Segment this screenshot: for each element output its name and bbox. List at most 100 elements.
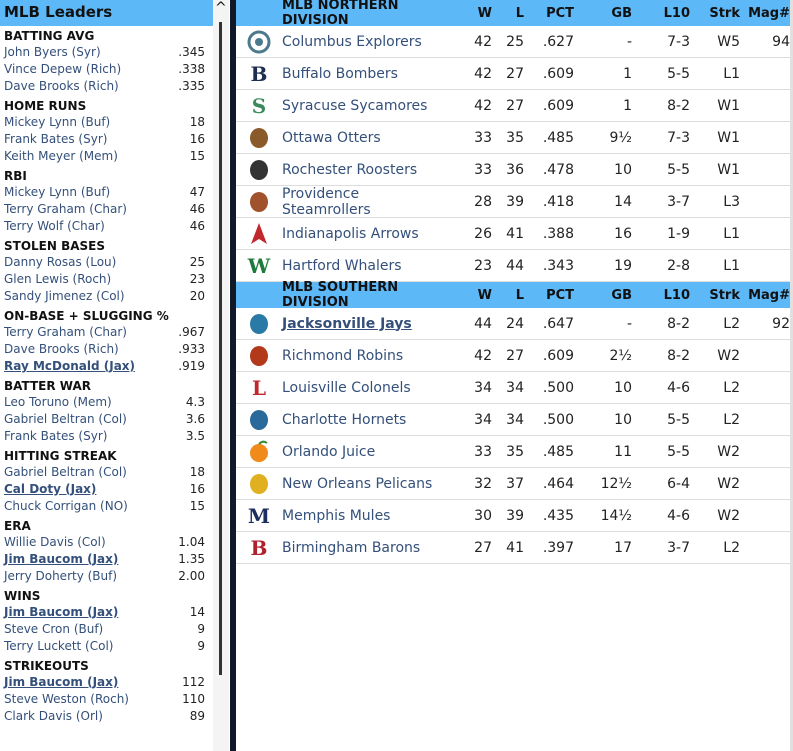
team-name[interactable]: Columbus Explorers <box>282 33 422 50</box>
team-row[interactable]: Orlando Juice 33 35 .485 11 5-5 W2 <box>236 436 790 468</box>
column-header-l10[interactable]: L10 <box>663 287 690 303</box>
leader-row[interactable]: Frank Bates (Syr) 3.5 <box>0 429 213 446</box>
column-header-strk[interactable]: Strk <box>709 287 740 303</box>
team-name[interactable]: Richmond Robins <box>282 347 404 364</box>
team-row[interactable]: S Syracuse Sycamores 42 27 .609 1 8-2 W1 <box>236 90 790 122</box>
leader-row[interactable]: Gabriel Beltran (Col) 3.6 <box>0 412 213 429</box>
leader-row[interactable]: Jerry Doherty (Buf) 2.00 <box>0 569 213 586</box>
leader-row[interactable]: Danny Rosas (Lou) 25 <box>0 255 213 272</box>
leader-player[interactable]: Dave Brooks (Rich) <box>4 342 119 356</box>
column-header-gb[interactable]: GB <box>611 5 632 21</box>
team-name[interactable]: Syracuse Sycamores <box>282 97 428 114</box>
leader-player[interactable]: Cal Doty (Jax) <box>4 482 97 496</box>
leader-player[interactable]: Jim Baucom (Jax) <box>4 552 119 566</box>
leader-player[interactable]: Terry Graham (Char) <box>4 325 127 339</box>
team-row[interactable]: L Louisville Colonels 34 34 .500 10 4-6 L2 <box>236 372 790 404</box>
column-header-w[interactable]: W <box>477 5 492 21</box>
leader-player[interactable]: Mickey Lynn (Buf) <box>4 115 111 129</box>
leader-row[interactable]: Frank Bates (Syr) 16 <box>0 132 213 149</box>
team-row[interactable]: B Buffalo Bombers 42 27 .609 1 5-5 L1 <box>236 58 790 90</box>
leader-row[interactable]: Ray McDonald (Jax) .919 <box>0 359 213 376</box>
team-row[interactable]: B Birmingham Barons 27 41 .397 17 3-7 L2 <box>236 532 790 564</box>
leader-row[interactable]: Steve Cron (Buf) 9 <box>0 622 213 639</box>
column-header-pct[interactable]: PCT <box>546 287 574 303</box>
leader-row[interactable]: Terry Luckett (Col) 9 <box>0 639 213 656</box>
team-name[interactable]: Charlotte Hornets <box>282 411 407 428</box>
leader-row[interactable]: Jim Baucom (Jax) 112 <box>0 675 213 692</box>
column-header-strk[interactable]: Strk <box>709 5 740 21</box>
column-header-mag[interactable]: Mag# <box>748 5 790 21</box>
scroll-up-icon[interactable]: ^ <box>215 0 227 16</box>
column-header-w[interactable]: W <box>477 287 492 303</box>
leader-player[interactable]: Terry Graham (Char) <box>4 202 127 216</box>
leader-player[interactable]: Gabriel Beltran (Col) <box>4 412 127 426</box>
leader-row[interactable]: John Byers (Syr) .345 <box>0 45 213 62</box>
team-row[interactable]: New Orleans Pelicans 32 37 .464 12½ 6-4 W2 <box>236 468 790 500</box>
scroll-thumb[interactable] <box>219 22 222 675</box>
leader-row[interactable]: Clark Davis (Orl) 89 <box>0 709 213 726</box>
leader-row[interactable]: Dave Brooks (Rich) .335 <box>0 79 213 96</box>
leaders-scrollbar[interactable]: ^ <box>213 0 229 751</box>
leader-row[interactable]: Dave Brooks (Rich) .933 <box>0 342 213 359</box>
team-row[interactable]: Providence Steamrollers 28 39 .418 14 3-7 L3 <box>236 186 790 218</box>
leader-row[interactable]: Cal Doty (Jax) 16 <box>0 482 213 499</box>
team-row[interactable]: Jacksonville Jays 44 24 .647 - 8-2 L2 92 <box>236 308 790 340</box>
leader-player[interactable]: John Byers (Syr) <box>4 45 101 59</box>
leader-player[interactable]: Danny Rosas (Lou) <box>4 255 117 269</box>
leader-player[interactable]: Terry Wolf (Char) <box>4 219 105 233</box>
leader-player[interactable]: Jim Baucom (Jax) <box>4 675 119 689</box>
team-name[interactable]: Providence Steamrollers <box>282 185 371 218</box>
column-header-l[interactable]: L <box>515 5 524 21</box>
leader-player[interactable]: Steve Cron (Buf) <box>4 622 104 636</box>
leader-player[interactable]: Terry Luckett (Col) <box>4 639 114 653</box>
leader-player[interactable]: Ray McDonald (Jax) <box>4 359 136 373</box>
team-row[interactable]: Rochester Roosters 33 36 .478 10 5-5 W1 <box>236 154 790 186</box>
leader-row[interactable]: Mickey Lynn (Buf) 18 <box>0 115 213 132</box>
team-name[interactable]: Rochester Roosters <box>282 161 418 178</box>
leader-row[interactable]: Jim Baucom (Jax) 14 <box>0 605 213 622</box>
team-name[interactable]: Memphis Mules <box>282 507 391 524</box>
leader-player[interactable]: Willie Davis (Col) <box>4 535 106 549</box>
team-name[interactable]: Hartford Whalers <box>282 257 402 274</box>
team-row[interactable]: Columbus Explorers 42 25 .627 - 7-3 W5 94 <box>236 26 790 58</box>
team-row[interactable]: W Hartford Whalers 23 44 .343 19 2-8 L1 <box>236 250 790 282</box>
leader-row[interactable]: Keith Meyer (Mem) 15 <box>0 149 213 166</box>
leader-row[interactable]: Terry Graham (Char) .967 <box>0 325 213 342</box>
leader-row[interactable]: Gabriel Beltran (Col) 18 <box>0 465 213 482</box>
team-name[interactable]: Louisville Colonels <box>282 379 411 396</box>
leader-player[interactable]: Sandy Jimenez (Col) <box>4 289 125 303</box>
leader-row[interactable]: Glen Lewis (Roch) 23 <box>0 272 213 289</box>
leader-player[interactable]: Mickey Lynn (Buf) <box>4 185 111 199</box>
leader-player[interactable]: Vince Depew (Rich) <box>4 62 122 76</box>
leader-row[interactable]: Vince Depew (Rich) .338 <box>0 62 213 79</box>
leader-player[interactable]: Frank Bates (Syr) <box>4 429 108 443</box>
leader-row[interactable]: Steve Weston (Roch) 110 <box>0 692 213 709</box>
leader-row[interactable]: Leo Toruno (Mem) 4.3 <box>0 395 213 412</box>
team-name[interactable]: Ottawa Otters <box>282 129 381 146</box>
team-name[interactable]: Birmingham Barons <box>282 539 421 556</box>
team-name[interactable]: New Orleans Pelicans <box>282 475 433 492</box>
leader-row[interactable]: Chuck Corrigan (NO) 15 <box>0 499 213 516</box>
leader-player[interactable]: Frank Bates (Syr) <box>4 132 108 146</box>
column-header-l10[interactable]: L10 <box>663 5 690 21</box>
team-row[interactable]: M Memphis Mules 30 39 .435 14½ 4-6 W2 <box>236 500 790 532</box>
team-name[interactable]: Buffalo Bombers <box>282 65 398 82</box>
leader-row[interactable]: Terry Graham (Char) 46 <box>0 202 213 219</box>
team-row[interactable]: Indianapolis Arrows 26 41 .388 16 1-9 L1 <box>236 218 790 250</box>
leader-player[interactable]: Clark Davis (Orl) <box>4 709 103 723</box>
leader-row[interactable]: Willie Davis (Col) 1.04 <box>0 535 213 552</box>
column-header-pct[interactable]: PCT <box>546 5 574 21</box>
leader-player[interactable]: Keith Meyer (Mem) <box>4 149 118 163</box>
leader-player[interactable]: Jerry Doherty (Buf) <box>4 569 118 583</box>
leader-row[interactable]: Sandy Jimenez (Col) 20 <box>0 289 213 306</box>
leader-player[interactable]: Gabriel Beltran (Col) <box>4 465 127 479</box>
column-header-l[interactable]: L <box>515 287 524 303</box>
column-header-gb[interactable]: GB <box>611 287 632 303</box>
team-name[interactable]: Orlando Juice <box>282 443 376 460</box>
leader-row[interactable]: Jim Baucom (Jax) 1.35 <box>0 552 213 569</box>
team-name[interactable]: Jacksonville Jays <box>282 315 412 332</box>
team-row[interactable]: Charlotte Hornets 34 34 .500 10 5-5 L2 <box>236 404 790 436</box>
team-name[interactable]: Indianapolis Arrows <box>282 225 419 242</box>
leader-player[interactable]: Jim Baucom (Jax) <box>4 605 119 619</box>
leader-player[interactable]: Glen Lewis (Roch) <box>4 272 112 286</box>
